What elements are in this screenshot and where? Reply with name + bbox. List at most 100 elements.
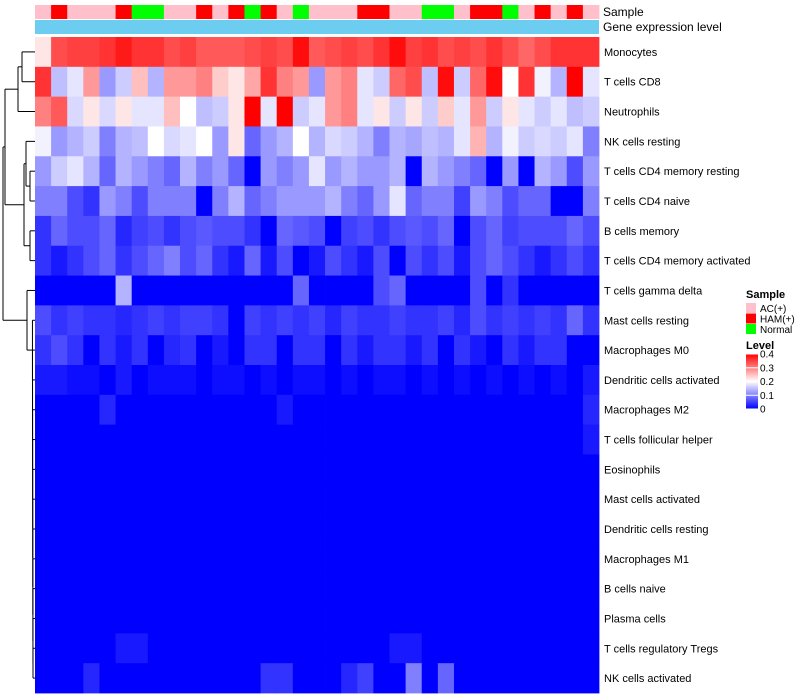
heatmap-cell bbox=[196, 514, 213, 545]
heatmap-cell bbox=[550, 186, 568, 217]
heatmap-cell bbox=[341, 186, 358, 217]
heatmap-cell bbox=[212, 633, 229, 664]
heatmap-cell bbox=[325, 365, 342, 396]
heatmap-cell bbox=[502, 365, 519, 396]
heatmap-cell bbox=[35, 37, 52, 68]
heatmap-cell bbox=[373, 454, 390, 485]
heatmap-cell bbox=[180, 514, 197, 545]
heatmap-cell bbox=[470, 424, 487, 455]
heatmap-cell bbox=[453, 424, 471, 455]
row-labels: Monocytes T cells CD8 Neutrophils NK cells … bbox=[604, 47, 751, 685]
heatmap-cell bbox=[180, 186, 197, 217]
heatmap-cell bbox=[325, 186, 342, 217]
heatmap-cell bbox=[67, 633, 84, 664]
heatmap-cell bbox=[325, 394, 342, 426]
heatmap-cell bbox=[389, 96, 407, 127]
heatmap-cell bbox=[518, 66, 535, 98]
heatmap-cell bbox=[67, 215, 84, 247]
heatmap-cell bbox=[260, 335, 278, 366]
heatmap-cell bbox=[437, 394, 455, 426]
heatmap-cell bbox=[51, 603, 68, 634]
heatmap-cell bbox=[147, 394, 165, 426]
heatmap-cell bbox=[131, 335, 149, 366]
heatmap-cell bbox=[357, 245, 374, 276]
heatmap-cell bbox=[437, 484, 455, 515]
heatmap-cell bbox=[244, 126, 261, 157]
heatmap-cell bbox=[276, 37, 294, 68]
heatmap-cell bbox=[35, 633, 52, 664]
legend-swatch bbox=[746, 313, 756, 324]
heatmap-cell bbox=[308, 633, 326, 664]
heatmap-cell bbox=[453, 514, 471, 545]
heatmap-cell bbox=[453, 96, 471, 127]
heatmap-cell bbox=[405, 454, 423, 485]
heatmap-cell bbox=[566, 514, 584, 545]
heatmap-cell bbox=[486, 96, 503, 127]
heatmap-cell bbox=[389, 335, 407, 366]
heatmap-cell bbox=[228, 573, 245, 604]
row-label: T cells gamma delta bbox=[604, 286, 703, 298]
gene-expression-annotation-bar bbox=[35, 20, 599, 34]
heatmap-cell bbox=[276, 394, 294, 426]
heatmap-cell bbox=[308, 514, 326, 545]
heatmap-cell bbox=[131, 126, 149, 157]
heatmap-cell bbox=[550, 305, 568, 336]
heatmap-cell bbox=[147, 245, 165, 276]
heatmap-cell bbox=[276, 186, 294, 217]
heatmap-cell bbox=[147, 126, 165, 157]
heatmap-cell bbox=[35, 126, 52, 157]
heatmap-cell bbox=[180, 454, 197, 485]
heatmap-cell bbox=[486, 484, 503, 515]
heatmap-cell bbox=[534, 484, 552, 515]
heatmap-cell bbox=[453, 454, 471, 485]
heatmap-cell bbox=[228, 484, 245, 515]
heatmap-cell bbox=[147, 275, 165, 306]
heatmap-cell bbox=[51, 275, 68, 306]
heatmap-cell bbox=[373, 633, 390, 664]
heatmap-cell bbox=[470, 603, 487, 634]
heatmap-cell bbox=[437, 633, 455, 664]
heatmap-cell bbox=[437, 156, 455, 187]
heatmap-cell bbox=[325, 66, 342, 98]
level-tick-label: 0.4 bbox=[760, 350, 774, 361]
heatmap-cell bbox=[228, 156, 245, 187]
heatmap-cell bbox=[470, 37, 487, 68]
heatmap-cell bbox=[550, 484, 568, 515]
heatmap-cell bbox=[260, 126, 278, 157]
heatmap-cell bbox=[405, 543, 423, 575]
heatmap-cell bbox=[115, 484, 133, 515]
heatmap-cell bbox=[276, 275, 294, 306]
heatmap-cell bbox=[421, 245, 439, 276]
heatmap-cell bbox=[308, 603, 326, 634]
heatmap-cell bbox=[421, 424, 439, 455]
heatmap-cell bbox=[518, 424, 535, 455]
heatmap-cell bbox=[99, 215, 116, 247]
heatmap-cell bbox=[534, 633, 552, 664]
heatmap-cell bbox=[373, 663, 390, 694]
heatmap-cell bbox=[550, 275, 568, 306]
heatmap-cell bbox=[470, 305, 487, 336]
heatmap-cell bbox=[518, 305, 535, 336]
heatmap-cell bbox=[196, 37, 213, 68]
heatmap-cell bbox=[99, 37, 116, 68]
heatmap-cell bbox=[518, 454, 535, 485]
heatmap-cell bbox=[518, 633, 535, 664]
heatmap-cell bbox=[357, 484, 374, 515]
heatmap-cell bbox=[357, 543, 374, 575]
row-label: T cells regulatory Tregs bbox=[604, 643, 719, 655]
heatmap-cell bbox=[163, 66, 181, 98]
heatmap-cell bbox=[35, 335, 52, 366]
level-tick-label: 0.2 bbox=[760, 377, 774, 388]
heatmap-cell bbox=[35, 215, 52, 247]
heatmap-cell bbox=[308, 543, 326, 575]
level-tick-label: 0.3 bbox=[760, 363, 774, 374]
heatmap-cell bbox=[244, 424, 261, 455]
heatmap-cell bbox=[582, 603, 600, 634]
heatmap-cell bbox=[357, 96, 374, 127]
legend-sample-title: Sample bbox=[746, 289, 785, 301]
heatmap-cell bbox=[292, 245, 310, 276]
heatmap-cell bbox=[35, 454, 52, 485]
heatmap-cell bbox=[83, 394, 100, 426]
heatmap-cell bbox=[180, 126, 197, 157]
